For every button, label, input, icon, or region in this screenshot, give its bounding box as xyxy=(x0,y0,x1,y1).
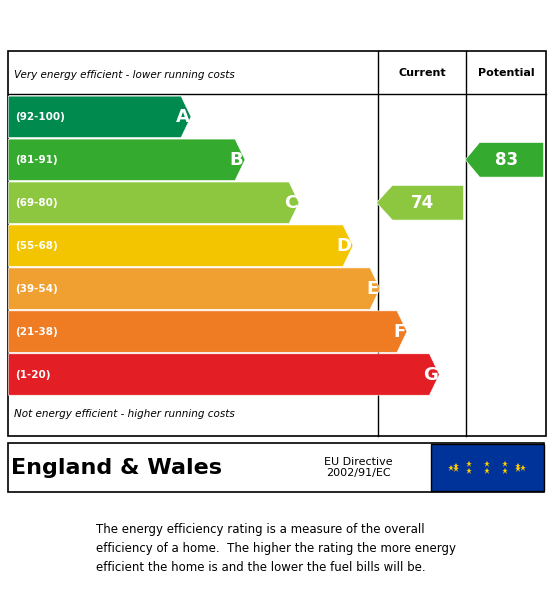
Text: (1-20): (1-20) xyxy=(15,370,50,379)
Text: (69-80): (69-80) xyxy=(15,198,57,208)
Text: A: A xyxy=(176,108,189,126)
Text: Very energy efficient - lower running costs: Very energy efficient - lower running co… xyxy=(14,69,235,80)
Text: The energy efficiency rating is a measure of the overall
efficiency of a home.  : The energy efficiency rating is a measur… xyxy=(96,523,456,574)
Text: B: B xyxy=(230,151,243,169)
Text: Current: Current xyxy=(399,67,446,78)
Polygon shape xyxy=(8,96,191,137)
Polygon shape xyxy=(376,185,464,220)
Text: Not energy efficient - higher running costs: Not energy efficient - higher running co… xyxy=(14,409,235,419)
Polygon shape xyxy=(8,225,353,267)
Text: E: E xyxy=(366,280,378,297)
Text: C: C xyxy=(284,194,298,211)
Polygon shape xyxy=(8,139,245,180)
Text: EU Directive
2002/91/EC: EU Directive 2002/91/EC xyxy=(325,457,393,478)
Text: D: D xyxy=(336,237,351,254)
Text: G: G xyxy=(423,365,438,384)
Polygon shape xyxy=(8,182,299,223)
Text: (21-38): (21-38) xyxy=(15,327,57,337)
Polygon shape xyxy=(8,311,407,352)
Text: F: F xyxy=(393,322,405,341)
Text: 74: 74 xyxy=(411,194,434,211)
Text: (81-91): (81-91) xyxy=(15,154,57,165)
Text: 83: 83 xyxy=(495,151,518,169)
Polygon shape xyxy=(8,268,380,310)
Bar xyxy=(431,444,544,490)
Text: Potential: Potential xyxy=(478,67,535,78)
Text: (39-54): (39-54) xyxy=(15,284,57,294)
Text: Energy Efficiency Rating: Energy Efficiency Rating xyxy=(17,12,342,36)
Text: (55-68): (55-68) xyxy=(15,241,57,251)
Polygon shape xyxy=(465,142,544,177)
Text: England & Wales: England & Wales xyxy=(11,457,222,478)
Polygon shape xyxy=(8,354,439,395)
Text: (92-100): (92-100) xyxy=(15,112,65,122)
